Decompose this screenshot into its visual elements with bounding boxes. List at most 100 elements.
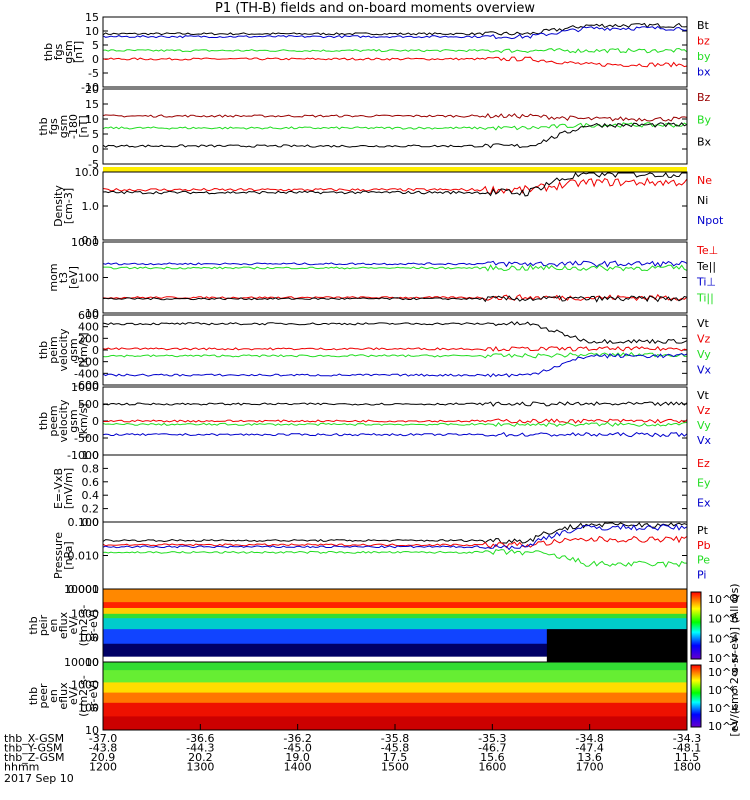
legend-Vy: Vy <box>697 419 711 432</box>
spectrogram-band <box>103 670 687 683</box>
series-line-Pt <box>102 522 688 544</box>
y-axis-label: Pressure <box>52 532 65 579</box>
series-line-Vy <box>102 351 688 359</box>
y-tick-label: 10.0 <box>75 166 100 179</box>
series-line-Bx <box>102 122 688 149</box>
panel-frame <box>102 386 688 456</box>
y-axis-label: eflux <box>57 611 70 639</box>
y-tick-label: 1000 <box>71 236 99 249</box>
y-tick-label: 500 <box>78 398 99 411</box>
y-axis-label: thb <box>37 341 50 359</box>
y-tick-label: 5 <box>92 128 99 141</box>
y-axis-label: peer <box>37 683 50 709</box>
legend-Bz: Bz <box>697 91 711 104</box>
legend-Pe: Pe <box>697 554 710 567</box>
x-row-label: thb_Z-GSM <box>4 751 64 764</box>
colorbar-tick-label: 10^8 <box>708 666 738 679</box>
y-axis-label: Density <box>52 185 65 227</box>
y-tick-label: 10 <box>85 25 99 38</box>
series-line-Bt <box>102 22 688 36</box>
y-axis-label: (cm2-s- <box>77 605 90 647</box>
legend-Ne: Ne <box>697 174 712 187</box>
legend-Te||: Te|| <box>696 260 716 273</box>
legend-Ni: Ni <box>697 194 708 207</box>
legend-Vz: Vz <box>697 333 711 346</box>
x-tick-label: 19.0 <box>285 751 310 764</box>
y-axis-label: thb <box>27 687 40 705</box>
colorbar-tick-label: 10^4 <box>708 702 738 715</box>
legend-Te⊥: Te⊥ <box>696 244 718 257</box>
x-tick-label: -44.3 <box>186 742 214 755</box>
y-tick-label: 15 <box>85 11 99 24</box>
x-tick-label: 1700 <box>576 761 604 774</box>
y-tick-label: 5 <box>92 39 99 52</box>
y-axis-label: [nT] <box>77 115 90 137</box>
spectrogram-band <box>103 716 687 731</box>
y-axis-label: velocity <box>57 399 70 442</box>
y-axis-label: thb <box>27 616 40 634</box>
y-tick-label: 0.8 <box>82 462 100 475</box>
spectrogram-band <box>103 589 687 603</box>
y-axis-label: [mV/m] <box>62 468 75 509</box>
colorbar-tick-label: 10^6 <box>708 613 738 626</box>
legend-bz: bz <box>697 35 710 48</box>
y-tick-label: 10 <box>85 307 99 320</box>
y-axis-label: gsm <box>67 338 80 361</box>
series-line-Vz <box>102 346 688 352</box>
series-line-Pi <box>102 523 688 551</box>
x-tick-label: -35.8 <box>381 732 409 745</box>
y-axis-label: [nPa] <box>62 541 75 569</box>
x-tick-label: 1800 <box>673 761 701 774</box>
x-tick-label: -36.6 <box>186 732 214 745</box>
y-tick-label: -200 <box>74 356 99 369</box>
series-line-bx <box>102 25 688 40</box>
x-tick-label: -35.3 <box>478 732 506 745</box>
y-tick-label: 0.4 <box>82 489 100 502</box>
x-tick-label: -36.2 <box>283 732 311 745</box>
y-axis-label: [eV] <box>67 266 80 289</box>
x-tick-label: 1600 <box>478 761 506 774</box>
x-tick-label: 20.2 <box>188 751 213 764</box>
legend-Ex: Ex <box>697 496 711 509</box>
y-axis-label: [km/s] <box>77 403 90 438</box>
legend-Pi: Pi <box>697 568 706 581</box>
y-axis-label: (cm2-s- <box>77 675 90 717</box>
y-tick-label: 400 <box>78 321 99 334</box>
colorbar-label: [eV/(cm^2-s-sr-eV)] (All Qs) <box>728 583 741 736</box>
x-row-label: hhmm <box>4 761 39 774</box>
y-tick-label: 0 <box>92 53 99 66</box>
panel-frame <box>102 521 688 590</box>
legend-Bt: Bt <box>697 19 710 32</box>
x-tick-label: -48.1 <box>673 742 701 755</box>
x-tick-label: 1400 <box>284 761 312 774</box>
legend-Ey: Ey <box>697 477 711 490</box>
y-axis-label: velocity <box>57 328 70 371</box>
y-axis-label: peim <box>47 336 60 364</box>
y-axis-label: eV/ <box>67 616 80 634</box>
y-tick-label: 100 <box>78 632 99 645</box>
panel-frame <box>102 454 688 523</box>
date-label: 2017 Sep 10 <box>4 772 74 785</box>
y-axis-label: peir <box>37 614 50 636</box>
spectrogram-band <box>103 682 687 694</box>
legend-Npot: Npot <box>697 214 724 227</box>
spectrogram-band <box>103 662 687 671</box>
legend-Vt: Vt <box>697 317 710 330</box>
y-tick-label: -10 <box>81 81 99 94</box>
spectrogram-band <box>103 629 687 645</box>
y-tick-label: 0.1 <box>82 234 100 247</box>
series-line-Ni <box>102 172 687 197</box>
series-line-Pb <box>102 535 688 549</box>
y-tick-label: 0 <box>92 344 99 357</box>
x-tick-label: 1300 <box>186 761 214 774</box>
y-tick-label: -5 <box>88 158 99 171</box>
y-axis-label: sr-eV) <box>87 680 100 712</box>
series-line-by <box>103 47 688 54</box>
flag-bar <box>103 167 687 172</box>
spectrogram-band <box>103 643 687 657</box>
y-axis-label: peem <box>47 405 60 436</box>
y-tick-label: 0 <box>92 415 99 428</box>
panel-frame <box>102 241 688 314</box>
panel-frame <box>102 88 688 165</box>
x-tick-label: 17.5 <box>383 751 408 764</box>
